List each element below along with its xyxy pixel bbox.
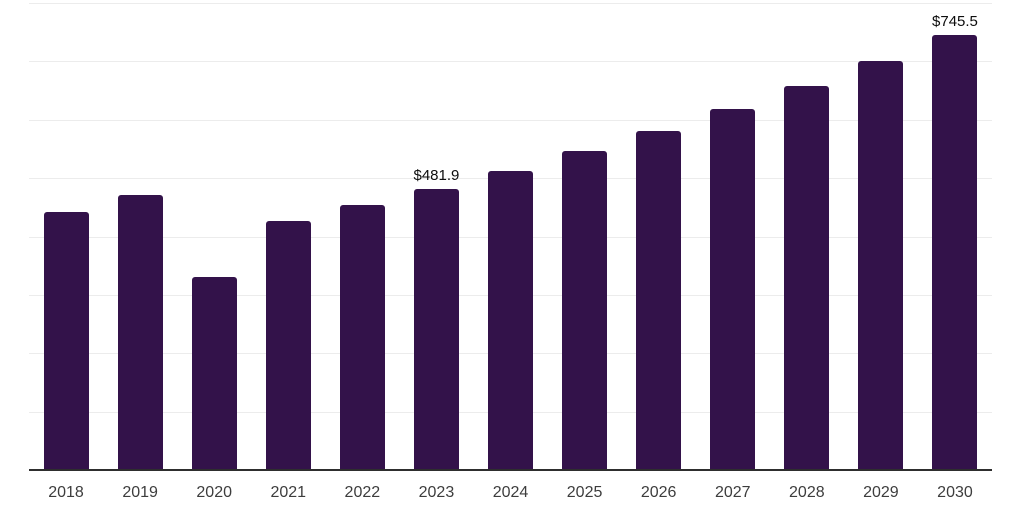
bar-2022[interactable] [339, 204, 385, 470]
gridline-700 [29, 61, 992, 63]
gridline-600 [29, 119, 992, 121]
x-axis-labels: 2018 2019 2020 2021 2022 2023 2024 2025 2026 2027… [29, 483, 992, 502]
bar-2029[interactable] [858, 61, 904, 470]
x-tick-label-2023: 2023 [418, 484, 455, 501]
x-tick-label-2025: 2025 [566, 484, 603, 501]
x-tick-label-2027: 2027 [714, 484, 751, 501]
gridline-800 [29, 3, 992, 4]
x-tick-label-2024: 2024 [492, 484, 529, 501]
x-tick-label-2029: 2029 [863, 484, 899, 501]
x-axis-line [29, 469, 992, 471]
x-tick-label-2020: 2020 [196, 484, 232, 501]
bar-2027[interactable] [710, 109, 756, 470]
bar-2026[interactable] [636, 130, 682, 470]
bar-2025[interactable] [562, 151, 608, 470]
bar-2021[interactable] [265, 220, 311, 470]
x-tick-label-2018: 2018 [48, 484, 84, 501]
x-tick-label-2019: 2019 [122, 484, 158, 501]
x-tick-label-2021: 2021 [270, 484, 307, 501]
data-label-2030: $745.5 [932, 12, 978, 30]
data-label-2023: $481.9 [413, 166, 460, 184]
x-tick-label-2026: 2026 [640, 484, 677, 501]
bar-2019[interactable] [117, 194, 163, 470]
bar-2023[interactable] [413, 188, 459, 470]
bar-2020[interactable] [191, 277, 237, 470]
bar-2028[interactable] [784, 85, 830, 470]
bar-2018[interactable] [43, 211, 89, 470]
x-tick-label-2022: 2022 [344, 484, 381, 501]
x-tick-label-2028: 2028 [789, 484, 825, 501]
plot-area: $481.9 $745.5 [29, 3, 992, 470]
bar-2030[interactable] [932, 34, 978, 470]
bar-2024[interactable] [488, 170, 533, 470]
x-tick-label-2030: 2030 [937, 484, 973, 501]
